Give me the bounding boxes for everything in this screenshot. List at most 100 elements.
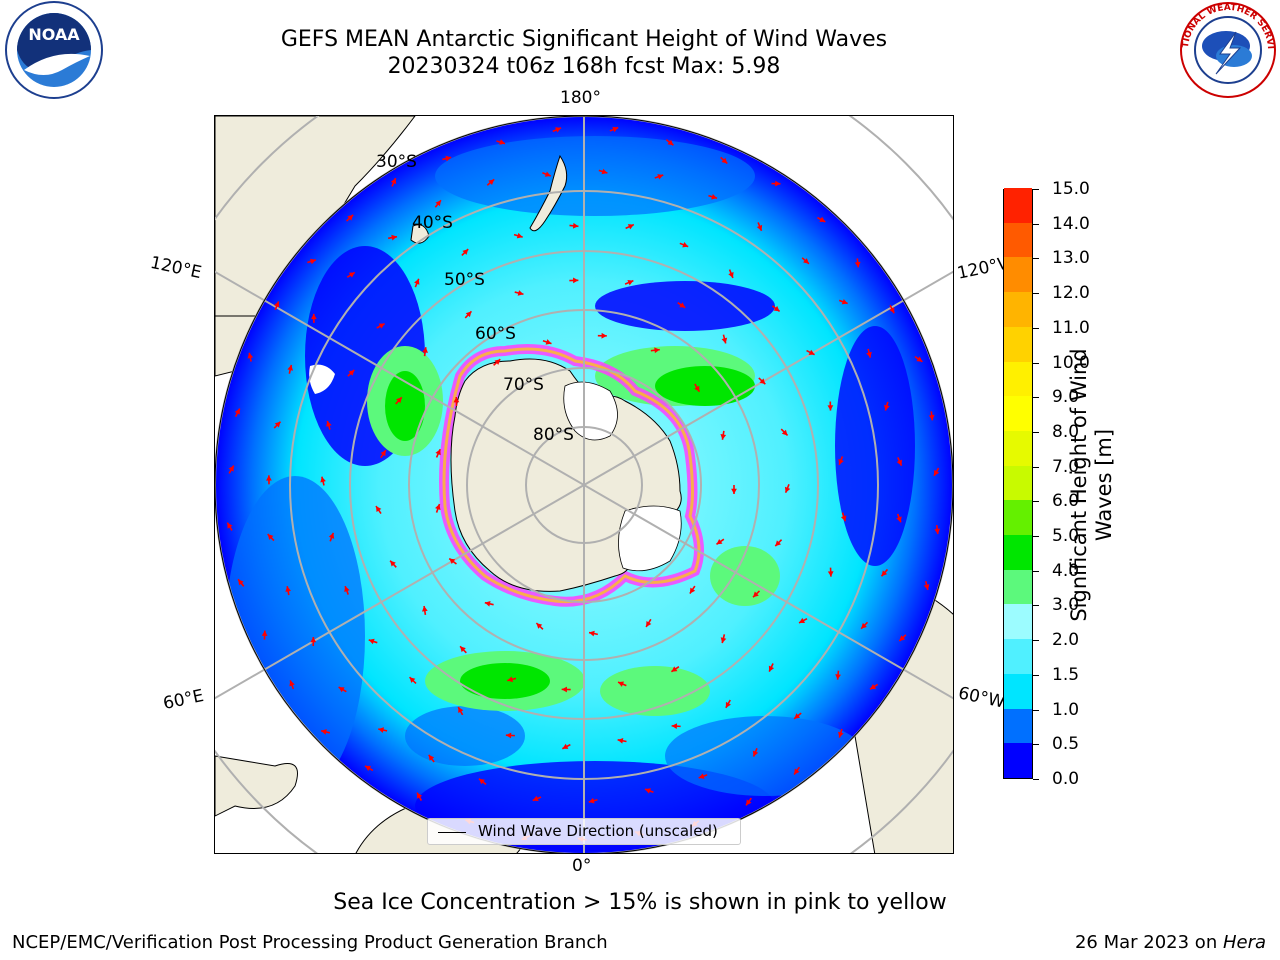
wave-arrow-head xyxy=(421,605,428,612)
wave-arrow-head xyxy=(545,339,552,345)
wave-arrow-head xyxy=(267,534,274,540)
wave-arrow-head xyxy=(721,337,728,344)
wave-arrow-head xyxy=(627,224,634,230)
colorbar-segment xyxy=(1004,673,1032,709)
wave-arrow-head xyxy=(326,420,332,427)
wave-arrow-head xyxy=(799,617,806,623)
wave-arrow-head xyxy=(784,486,791,493)
colorbar-tick xyxy=(1033,605,1039,607)
wave-arrow-head xyxy=(753,591,759,598)
wave-arrow-head xyxy=(378,323,385,329)
wave-arrow-head xyxy=(462,249,469,255)
ross-ice-shelf xyxy=(563,381,618,441)
wave-arrow-head xyxy=(896,516,902,523)
colorbar-tick xyxy=(1033,640,1039,642)
wave-arrow-head xyxy=(328,532,335,539)
wave-arrow-head xyxy=(773,305,780,312)
wave-arrow-head xyxy=(698,773,705,779)
colorbar-tick-label: 9.0 xyxy=(1052,387,1080,408)
colorbar-segment xyxy=(1004,395,1032,431)
graticule xyxy=(215,116,953,853)
colorbar-segment xyxy=(1004,742,1032,778)
colorbar-tick-label: 12.0 xyxy=(1052,283,1090,304)
colorbar-tick xyxy=(1033,223,1039,225)
wave-arrow-head xyxy=(654,347,660,354)
colorbar-segment xyxy=(1004,187,1032,223)
wave-arrow-head xyxy=(266,475,272,481)
wave-arrow-head xyxy=(573,277,579,284)
legend-label: Wind Wave Direction (unscaled) xyxy=(478,822,718,840)
colorbar-tick xyxy=(1033,327,1039,329)
wave-arrow-head xyxy=(819,216,826,222)
colorbar-segment xyxy=(1004,291,1032,327)
wave-arrow-head xyxy=(390,178,397,185)
wave-arrow-head xyxy=(934,469,940,476)
wave-arrow-head xyxy=(899,635,906,642)
colorbar-tick xyxy=(1033,258,1039,260)
wave-arrow-head xyxy=(721,157,728,164)
colorbar-tick xyxy=(1033,189,1039,190)
wave-arrow-head xyxy=(414,278,420,285)
colorbar-tick-label: 13.0 xyxy=(1052,248,1090,269)
wave-arrow-head xyxy=(775,540,782,547)
wave-arrow-head xyxy=(368,638,375,645)
wave-arrow-head xyxy=(310,636,317,643)
colorbar-tick-label: 15.0 xyxy=(1052,179,1090,199)
wave-arrow-head xyxy=(348,369,355,376)
wave-arrow-head xyxy=(494,359,501,365)
wave-arrow-head xyxy=(866,351,872,358)
wave-arrow-head xyxy=(838,458,844,465)
colorbar-segment xyxy=(1004,603,1032,640)
wave-arrow-head xyxy=(775,180,781,187)
wave-arrow-head xyxy=(516,232,523,239)
wave-arrow-head xyxy=(347,214,354,221)
colorbar-segment xyxy=(1004,256,1032,293)
wave-arrow-head xyxy=(536,623,543,629)
wave-arrow-head xyxy=(228,465,234,472)
wave-arrow-head xyxy=(840,515,847,522)
chart-title: GEFS MEAN Antarctic Significant Height o… xyxy=(280,27,888,52)
wave-arrow-head xyxy=(838,731,844,738)
wave-arrow-head xyxy=(601,168,608,175)
wave-arrow-head xyxy=(310,313,317,320)
wave-arrow-head xyxy=(445,155,452,162)
colorbar-tick-label: 11.0 xyxy=(1052,317,1090,338)
wave-arrow-head xyxy=(417,792,423,799)
lat-label-70s: 70°S xyxy=(503,375,544,395)
lat-label-40s: 40°S xyxy=(412,213,453,233)
wave-arrow-head xyxy=(499,139,506,145)
colorbar-tick-label: 4.0 xyxy=(1052,560,1080,581)
nws-logo: NATIONAL WEATHER SERVICE xyxy=(1176,0,1276,98)
colorbar-segment xyxy=(1004,708,1032,744)
wave-arrow-head xyxy=(618,681,624,687)
colorbar-tick-label: 8.0 xyxy=(1052,421,1080,442)
wave-arrow-head xyxy=(247,352,254,359)
colorbar-tick-label: 3.0 xyxy=(1052,595,1080,616)
wave-arrow-head xyxy=(287,364,293,371)
colorbar-segment xyxy=(1004,430,1032,466)
colorbar-segment xyxy=(1004,569,1032,605)
map-legend: Wind Wave Direction (unscaled) xyxy=(427,818,741,845)
wave-arrow-head xyxy=(435,200,441,207)
wave-arrow-head xyxy=(934,528,941,535)
sea-ice-note: Sea Ice Concentration > 15% is shown in … xyxy=(333,890,947,915)
footer-branch: NCEP/EMC/Verification Post Processing Pr… xyxy=(12,932,608,953)
colorbar-tick-label: 14.0 xyxy=(1052,213,1090,234)
colorbar-tick xyxy=(1033,397,1039,399)
wave-arrow-head xyxy=(781,429,788,436)
svg-text:NOAA: NOAA xyxy=(28,25,80,44)
wave-arrow-head xyxy=(657,174,664,180)
wave-arrow-head xyxy=(731,488,737,494)
wave-arrow-head xyxy=(671,666,678,672)
footer-date: 26 Mar 2023 on Hera xyxy=(1075,932,1266,953)
wave-arrow-head xyxy=(561,686,567,693)
wave-arrow-head xyxy=(320,476,326,483)
wave-arrow-head xyxy=(435,449,441,456)
wave-arrow-head xyxy=(711,193,718,200)
wave-arrow-head xyxy=(555,127,562,133)
polar-map xyxy=(215,116,953,853)
wave-arrow-head xyxy=(396,397,402,404)
wave-arrow-head xyxy=(768,665,775,672)
legend-line-swatch xyxy=(438,832,466,833)
wave-arrow-head xyxy=(803,258,809,264)
